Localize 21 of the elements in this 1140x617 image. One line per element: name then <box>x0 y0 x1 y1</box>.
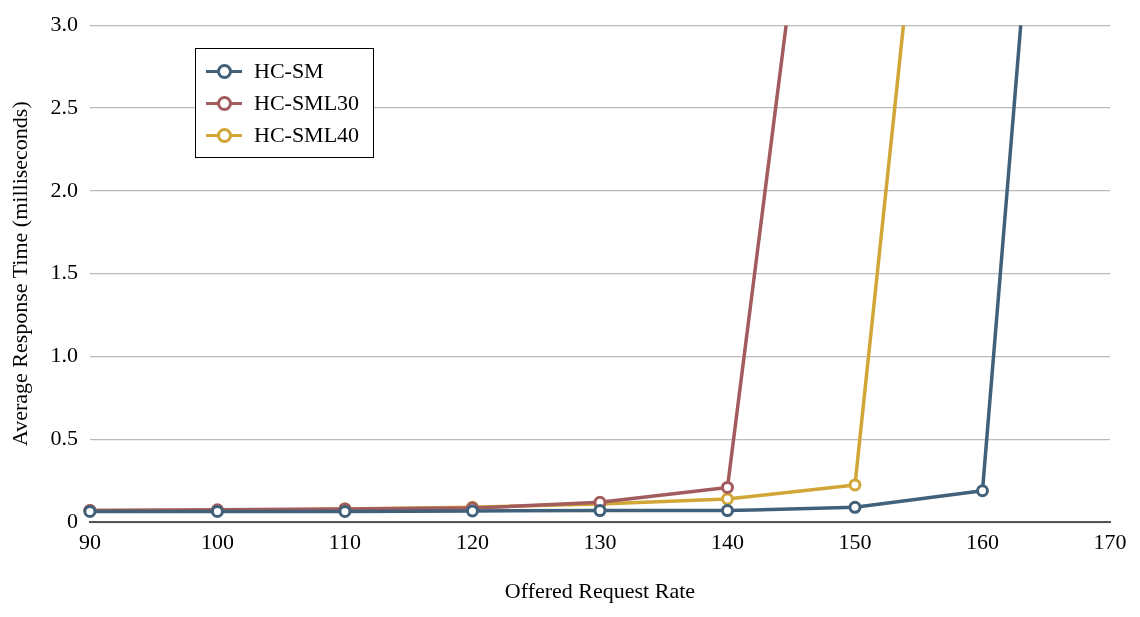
y-tick-label: 0.5 <box>50 425 78 451</box>
x-tick-label: 110 <box>328 529 362 555</box>
y-tick-label: 1.0 <box>50 342 78 368</box>
y-axis-title: Average Response Time (milliseconds) <box>6 101 32 447</box>
y-tick-label: 2.5 <box>50 93 78 119</box>
legend-label: HC-SML40 <box>254 122 360 148</box>
y-tick-label: 0 <box>66 507 78 533</box>
y-tick-label: 2.0 <box>50 176 78 202</box>
y-tick-label: 3.0 <box>50 10 78 36</box>
legend-label: HC-SML30 <box>254 90 360 116</box>
legend-label: HC-SM <box>254 58 324 84</box>
x-tick-label: 170 <box>1093 529 1127 555</box>
x-tick-label: 150 <box>838 529 872 555</box>
x-axis-title: Offered Request Rate <box>504 577 696 603</box>
x-tick-label: 130 <box>583 529 617 555</box>
y-tick-label: 1.5 <box>50 259 78 285</box>
x-tick-label: 140 <box>710 529 744 555</box>
x-tick-label: 100 <box>200 529 234 555</box>
x-tick-label: 90 <box>78 529 101 555</box>
x-tick-label: 120 <box>455 529 489 555</box>
x-tick-label: 160 <box>965 529 999 555</box>
